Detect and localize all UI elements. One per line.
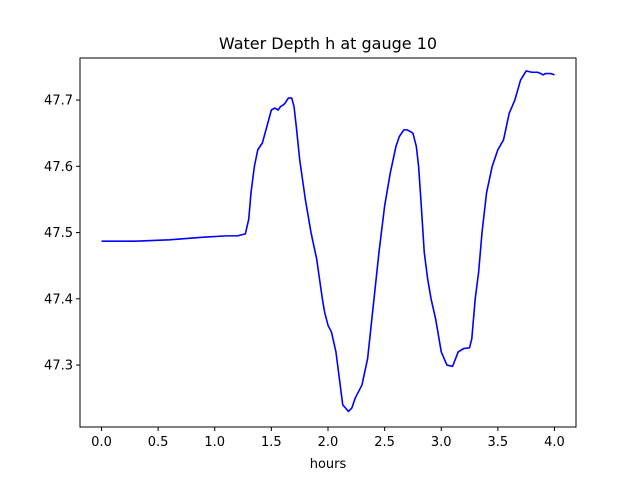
y-tick-label: 47.4 — [44, 292, 73, 307]
x-tick-label: 2.0 — [318, 435, 339, 450]
series-line-0 — [101, 70, 555, 413]
x-tick-label: 2.5 — [374, 435, 395, 450]
x-axis-ticks: 0.0 0.5 1.0 1.5 2.0 2.5 3.0 3.5 4.0 — [91, 427, 565, 450]
x-tick-label: 1.0 — [204, 435, 225, 450]
x-tick-label: 4.0 — [544, 435, 565, 450]
x-tick-label: 3.0 — [431, 435, 452, 450]
y-tick-label: 47.7 — [44, 94, 73, 109]
x-tick-label: 0.5 — [148, 435, 169, 450]
x-tick-label: 0.0 — [91, 435, 112, 450]
y-tick-label: 47.6 — [44, 160, 73, 175]
axes-frame — [79, 57, 577, 428]
y-axis-ticks: 47.3 47.4 47.5 47.6 47.7 — [44, 94, 80, 374]
x-axis-label: hours — [310, 457, 347, 472]
chart-title: Water Depth h at gauge 10 — [219, 34, 437, 53]
plot-area — [101, 70, 555, 413]
x-tick-label: 1.5 — [261, 435, 282, 450]
y-tick-label: 47.5 — [44, 226, 73, 241]
y-tick-label: 47.3 — [44, 359, 73, 374]
x-tick-label: 3.5 — [488, 435, 509, 450]
